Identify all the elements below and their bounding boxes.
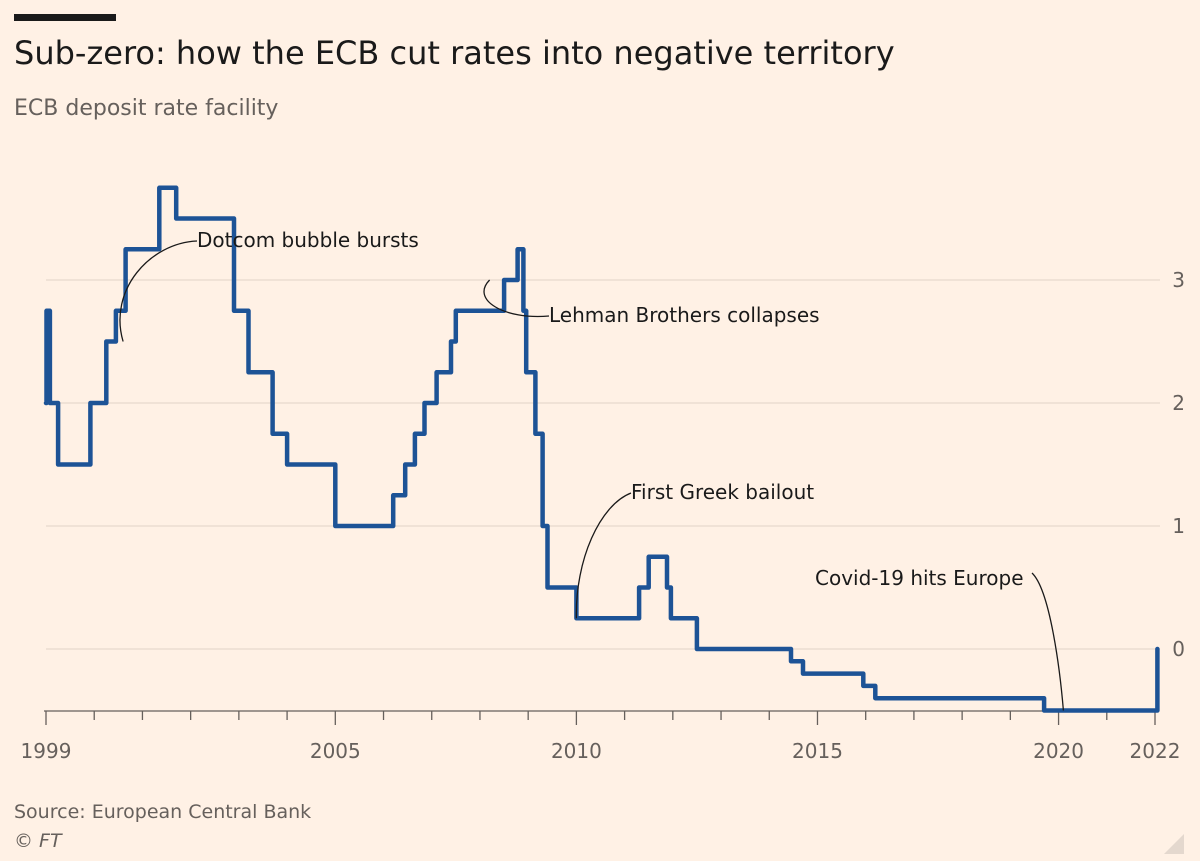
x-tick-label-2010: 2010 — [551, 739, 602, 763]
annotation-label-3: Covid-19 hits Europe — [815, 566, 1024, 590]
grid-lines — [46, 279, 1160, 650]
annotation-label-1: Lehman Brothers collapses — [549, 303, 820, 327]
source-note: Source: European Central Bank — [14, 801, 312, 823]
x-axis: 1999 2005 2010 2015 2020 2022 — [21, 710, 1181, 763]
annotations-group: Dotcom bubble bursts Lehman Brothers coll… — [119, 228, 1065, 711]
brand-bar — [14, 14, 116, 21]
annotation-leader-0 — [119, 240, 198, 342]
annotation-leader-1 — [483, 279, 550, 318]
series-group — [43, 185, 1160, 713]
annotation-leader-2 — [575, 492, 632, 619]
y-tick-label-1: 1 — [1172, 514, 1185, 538]
y-tick-label-3: 3 — [1172, 268, 1185, 292]
annotation-label-0: Dotcom bubble bursts — [197, 228, 419, 252]
ft-credit: © FT — [14, 830, 62, 852]
annotation-label-2: First Greek bailout — [631, 480, 814, 504]
y-tick-label-2: 2 — [1172, 391, 1185, 415]
x-tick-label-2022: 2022 — [1130, 739, 1181, 763]
x-tick-label-2015: 2015 — [792, 739, 843, 763]
y-axis: 0 1 2 3 — [1172, 268, 1185, 661]
chart-title: Sub-zero: how the ECB cut rates into neg… — [14, 34, 895, 72]
resize-corner-icon — [1164, 834, 1184, 854]
y-tick-label-0: 0 — [1172, 637, 1185, 661]
series-line-0 — [43, 185, 1160, 713]
chart-subtitle: ECB deposit rate facility — [14, 96, 279, 121]
x-tick-label-2005: 2005 — [310, 739, 361, 763]
x-tick-label-1999: 1999 — [21, 739, 72, 763]
x-tick-label-2020: 2020 — [1033, 739, 1084, 763]
annotation-leader-3 — [1031, 572, 1065, 711]
